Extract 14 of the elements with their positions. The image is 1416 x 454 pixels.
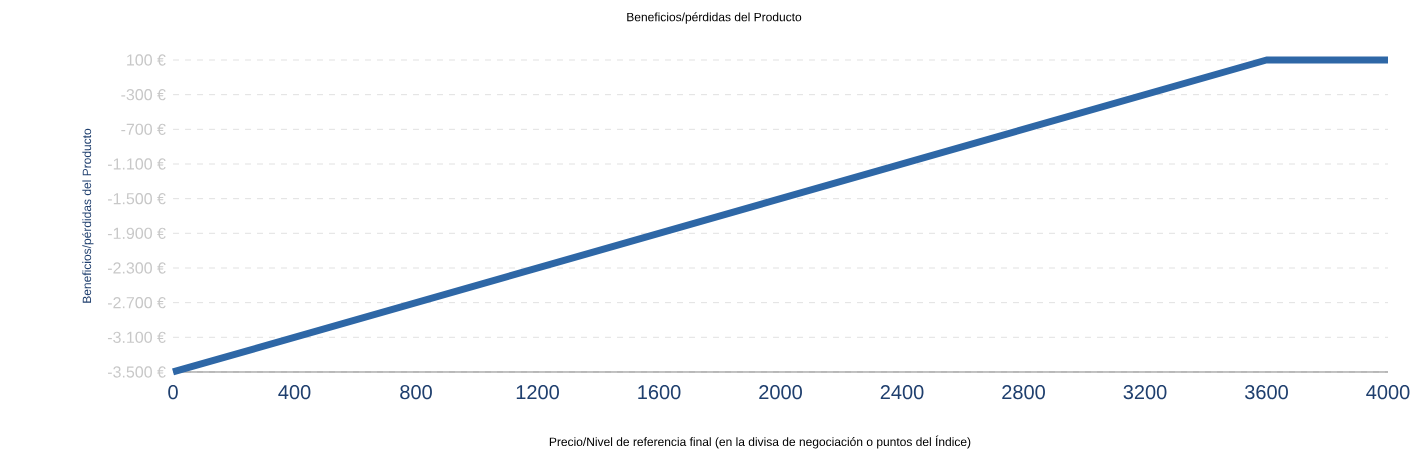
x-tick-label: 800 (400, 385, 432, 400)
x-tick-label: 400 (278, 385, 311, 400)
x-tick-label: 2400 (880, 385, 924, 400)
x-tick-label: 1600 (638, 385, 681, 400)
y-axis-title: Beneficios/pérdidas del Producto (82, 128, 94, 303)
x-axis-title: Precio/Nivel de referencia final (en la divisa de negociación o puntos del Índice) (549, 435, 971, 449)
x-tick-label: 3200 (1123, 385, 1167, 400)
x-tick-label: 3600 (1245, 385, 1288, 400)
x-tick-label: 2000 (759, 385, 802, 400)
chart-title: Beneficios/pérdidas del Producto (627, 12, 802, 24)
x-tick-label: 0 (168, 385, 178, 400)
x-tick-label: 4000 (1366, 385, 1410, 400)
x-tick-label: 2800 (1002, 385, 1045, 400)
x-tick-label: 1200 (516, 385, 559, 400)
